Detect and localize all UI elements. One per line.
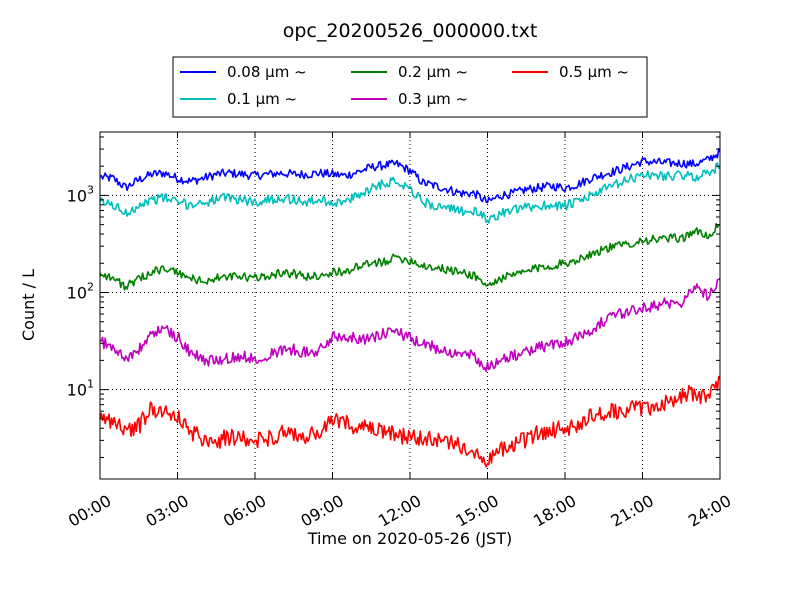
series-layer: [99, 148, 721, 468]
series-line: [99, 162, 721, 224]
legend-label: 0.2 μm ~: [398, 63, 468, 81]
series-line: [99, 148, 721, 204]
axis-ticks: [99, 132, 721, 479]
x-axis-label: Time on 2020-05-26 (JST): [307, 529, 512, 548]
y-tick-exponent: 2: [87, 281, 94, 294]
y-tick-exponent: 3: [87, 183, 94, 196]
y-axis-label: Count / L: [19, 269, 38, 341]
legend-label: 0.1 μm ~: [227, 90, 297, 108]
legend-label: 0.5 μm ~: [559, 63, 629, 81]
y-tick-exponent: 1: [87, 378, 94, 391]
series-line: [99, 375, 721, 468]
legend-box: [172, 56, 648, 118]
series-line: [99, 277, 721, 373]
chart-title: opc_20200526_000000.txt: [283, 20, 538, 42]
series-line: [99, 223, 721, 291]
legend-label: 0.08 μm ~: [227, 63, 307, 81]
grid-lines: [100, 132, 720, 479]
legend-label: 0.3 μm ~: [398, 90, 468, 108]
legend: 0.08 μm ~ 0.1 μm ~ 0.2 μm ~ 0.3 μm ~ 0.5 μm …: [172, 56, 648, 118]
